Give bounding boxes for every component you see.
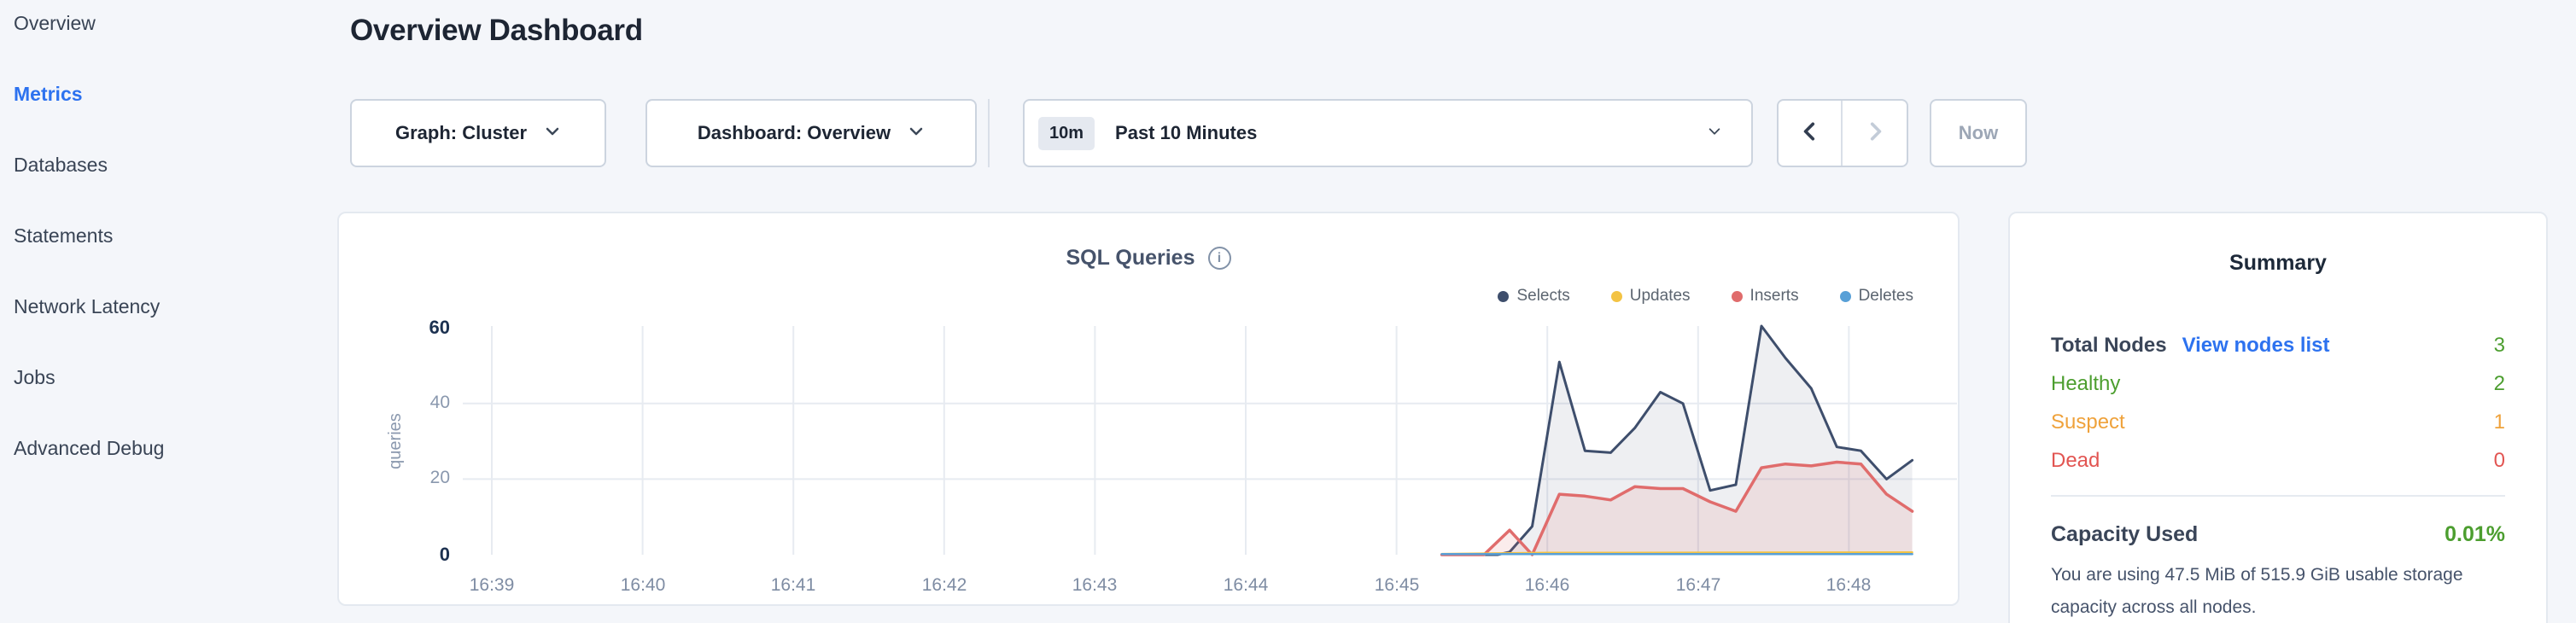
- now-button-label: Now: [1958, 122, 1999, 143]
- y-tick: 40: [429, 393, 450, 412]
- x-tick: 16:48: [1825, 575, 1872, 595]
- capacity-row: Capacity Used 0.01%: [2051, 522, 2505, 547]
- legend-item-selects[interactable]: Selects: [1498, 287, 1570, 306]
- chevron-down-icon: [1707, 124, 1722, 143]
- legend-label: Deletes: [1858, 287, 1913, 305]
- legend-dot-inserts: [1731, 290, 1743, 302]
- sidebar-item-databases[interactable]: Databases: [14, 154, 108, 176]
- view-nodes-list-link[interactable]: View nodes list: [2182, 334, 2330, 357]
- dashboard-dropdown[interactable]: Dashboard: Overview: [645, 99, 977, 167]
- x-tick: 16:44: [1223, 575, 1269, 595]
- graph-dropdown[interactable]: Graph: Cluster: [350, 99, 606, 167]
- controls-bar: Graph: Cluster Dashboard: Overview 10m P…: [0, 99, 2576, 167]
- summary-panel: Summary Total Nodes View nodes list 3 He…: [2008, 212, 2548, 623]
- dead-value: 0: [2493, 449, 2505, 472]
- capacity-value: 0.01%: [2445, 522, 2505, 546]
- legend-label: Inserts: [1749, 287, 1799, 305]
- legend-dot-deletes: [1839, 290, 1851, 302]
- legend-label: Updates: [1629, 287, 1691, 305]
- graph-dropdown-label: Graph: Cluster: [394, 122, 528, 143]
- now-button[interactable]: Now: [1930, 99, 2027, 167]
- summary-divider: [2051, 495, 2505, 497]
- x-tick: 16:46: [1524, 575, 1570, 595]
- time-range-badge: 10m: [1038, 116, 1095, 150]
- time-step-buttons: [1777, 99, 1908, 167]
- chevron-down-icon: [544, 123, 561, 144]
- sidebar-item-network-latency[interactable]: Network Latency: [14, 295, 161, 317]
- total-nodes-row: Total Nodes View nodes list 3: [2051, 334, 2505, 358]
- x-tick: 16:45: [1374, 575, 1420, 595]
- y-tick: 60: [429, 317, 450, 338]
- page-title: Overview Dashboard: [350, 14, 643, 47]
- healthy-label: Healthy: [2051, 372, 2121, 395]
- chevron-right-icon: [1865, 120, 1885, 147]
- healthy-nodes-row: Healthy 2: [2051, 372, 2505, 396]
- sidebar-item-advanced-debug[interactable]: Advanced Debug: [14, 437, 165, 459]
- total-nodes-label: Total Nodes: [2051, 334, 2167, 357]
- controls-divider: [988, 99, 990, 167]
- chevron-down-icon: [908, 123, 925, 144]
- legend-item-inserts[interactable]: Inserts: [1731, 287, 1799, 306]
- legend-dot-updates: [1610, 290, 1622, 302]
- x-tick: 16:39: [469, 575, 515, 595]
- x-tick: 16:43: [1072, 575, 1118, 595]
- dead-label: Dead: [2051, 449, 2100, 472]
- time-range-dropdown[interactable]: 10m Past 10 Minutes: [1023, 99, 1753, 167]
- x-tick: 16:42: [921, 575, 967, 595]
- sidebar-item-jobs[interactable]: Jobs: [14, 366, 55, 388]
- time-next-button[interactable]: [1843, 101, 1907, 166]
- suspect-value: 1: [2493, 410, 2505, 434]
- sidebar: Overview Metrics Databases Statements Ne…: [0, 0, 324, 508]
- summary-title: Summary: [2229, 251, 2327, 275]
- capacity-description: You are using 47.5 MiB of 515.9 GiB usab…: [2051, 565, 2463, 617]
- sidebar-item-overview[interactable]: Overview: [14, 12, 96, 34]
- legend-label: Selects: [1516, 287, 1570, 305]
- info-icon[interactable]: i: [1207, 247, 1231, 270]
- chevron-left-icon: [1800, 120, 1820, 147]
- total-nodes-value: 3: [2493, 334, 2505, 357]
- chart-plot-area: [463, 324, 1957, 556]
- y-tick: 20: [429, 468, 450, 487]
- dead-nodes-row: Dead 0: [2051, 449, 2505, 473]
- chart-title: SQL Queries: [1066, 246, 1195, 270]
- x-tick: 16:41: [770, 575, 816, 595]
- x-tick: 16:47: [1675, 575, 1721, 595]
- legend-item-deletes[interactable]: Deletes: [1839, 287, 1913, 306]
- suspect-label: Suspect: [2051, 410, 2125, 434]
- dashboard-dropdown-label: Dashboard: Overview: [697, 122, 891, 143]
- time-prev-button[interactable]: [1779, 101, 1843, 166]
- suspect-nodes-row: Suspect 1: [2051, 410, 2505, 434]
- sidebar-item-statements[interactable]: Statements: [14, 224, 114, 247]
- x-tick: 16:40: [620, 575, 666, 595]
- chart-legend: Selects Updates Inserts Deletes: [1498, 287, 1913, 306]
- legend-item-updates[interactable]: Updates: [1610, 287, 1691, 306]
- time-range-label: Past 10 Minutes: [1115, 122, 1258, 143]
- y-tick: 0: [439, 544, 450, 565]
- healthy-value: 2: [2493, 372, 2505, 395]
- sidebar-item-metrics[interactable]: Metrics: [14, 83, 83, 105]
- capacity-label: Capacity Used: [2051, 522, 2199, 546]
- sql-queries-chart-card: SQL Queries i Selects Updates Inserts De…: [337, 212, 1960, 606]
- legend-dot-selects: [1498, 290, 1510, 302]
